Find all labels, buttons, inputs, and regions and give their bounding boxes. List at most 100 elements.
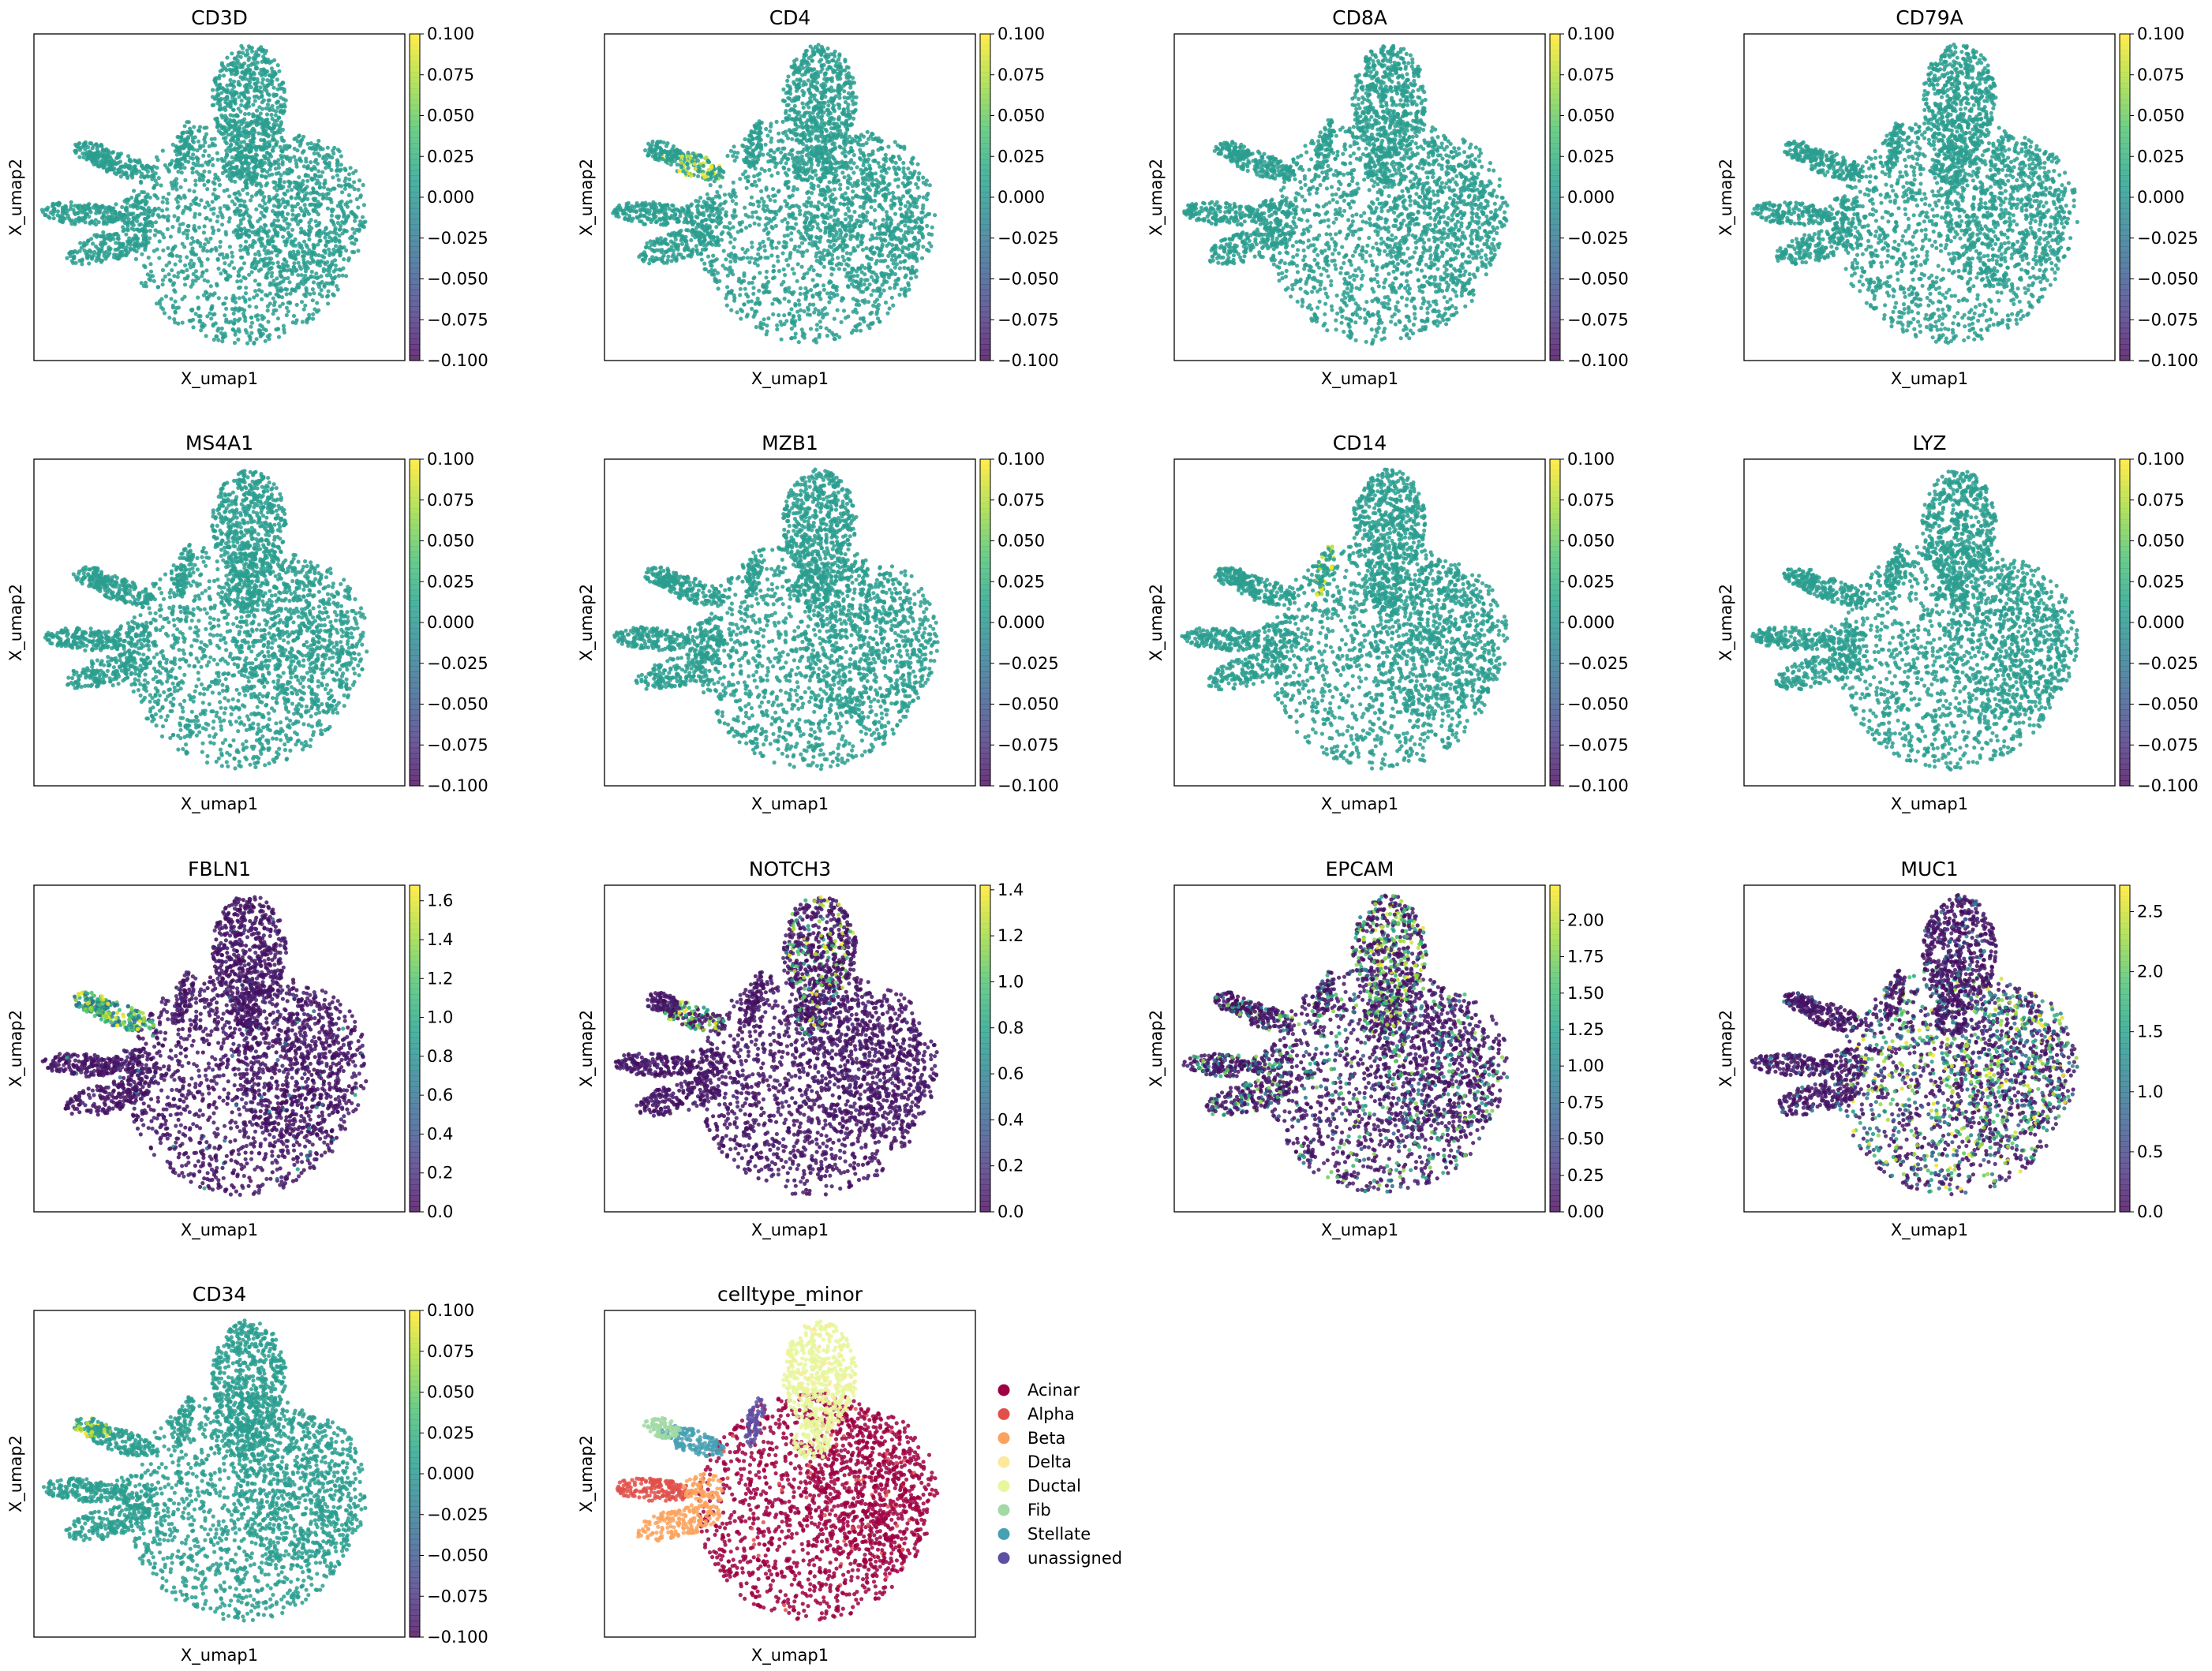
panel-cd79a: CD79AX_umap1X_umap2−0.100−0.075−0.050−0.… bbox=[1716, 6, 2199, 389]
colorbar-tick-label: −0.100 bbox=[1567, 776, 1629, 795]
colorbar: −0.100−0.075−0.050−0.0250.0000.0250.0500… bbox=[2120, 450, 2199, 795]
colorbar-tick-label: 0.075 bbox=[1567, 65, 1615, 84]
x-axis-label: X_umap1 bbox=[751, 794, 829, 814]
colorbar-tick-label: −0.075 bbox=[997, 735, 1059, 754]
colorbar-tick-label: −0.075 bbox=[1567, 310, 1629, 329]
colorbar-tick-label: 2.00 bbox=[1567, 910, 1604, 929]
colorbar-tick-label: 0.050 bbox=[997, 532, 1045, 551]
panel-title: EPCAM bbox=[1326, 858, 1394, 880]
legend-label: Ductal bbox=[1027, 1477, 1081, 1496]
colorbar-tick-label: −0.100 bbox=[2137, 776, 2199, 795]
panel-title: celltype_minor bbox=[717, 1283, 863, 1306]
colorbar-tick-label: 0.100 bbox=[427, 1301, 474, 1320]
colorbar: 0.00.20.40.60.81.01.21.4 bbox=[980, 880, 1024, 1221]
panel-mzb1: MZB1X_umap1X_umap2−0.100−0.075−0.050−0.0… bbox=[577, 432, 1059, 814]
colorbar-tick-label: 0.050 bbox=[2137, 107, 2184, 125]
colorbar-tick-label: −0.075 bbox=[427, 1587, 488, 1606]
x-axis-label: X_umap1 bbox=[751, 369, 829, 389]
y-axis-label: X_umap2 bbox=[577, 1435, 597, 1512]
colorbar-tick-label: 2.5 bbox=[2137, 902, 2163, 921]
x-axis-label: X_umap1 bbox=[181, 794, 258, 814]
panel-title: FBLN1 bbox=[188, 858, 251, 880]
colorbar-tick-label: 0.000 bbox=[1567, 188, 1615, 207]
panel-ms4a1: MS4A1X_umap1X_umap2−0.100−0.075−0.050−0.… bbox=[6, 432, 488, 814]
colorbar-tick-label: 1.00 bbox=[1567, 1056, 1604, 1075]
legend-item: Beta bbox=[998, 1429, 1066, 1448]
panel-fbln1: FBLN1X_umap1X_umap20.00.20.40.60.81.01.2… bbox=[6, 858, 453, 1240]
legend-item: Fib bbox=[998, 1501, 1051, 1520]
colorbar-tick-label: 0.100 bbox=[997, 450, 1045, 469]
colorbar-tick-label: 1.75 bbox=[1567, 948, 1604, 966]
y-axis-label: X_umap2 bbox=[577, 584, 597, 661]
colorbar-tick-label: 1.50 bbox=[1567, 984, 1604, 1003]
panel-title: MUC1 bbox=[1900, 858, 1958, 880]
panel-lyz: LYZX_umap1X_umap2−0.100−0.075−0.050−0.02… bbox=[1716, 432, 2199, 814]
colorbar-tick-label: −0.050 bbox=[997, 695, 1059, 714]
colorbar-tick-label: 1.2 bbox=[997, 926, 1024, 945]
x-axis-label: X_umap1 bbox=[181, 1221, 258, 1240]
panel-title: MS4A1 bbox=[185, 432, 253, 454]
x-axis-label: X_umap1 bbox=[1891, 794, 1968, 814]
colorbar-tick-label: 0.5 bbox=[2137, 1142, 2163, 1161]
colorbar-tick-label: 0.075 bbox=[1567, 491, 1615, 510]
colorbar-tick-label: −0.100 bbox=[427, 776, 488, 795]
colorbar-tick-label: −0.025 bbox=[2137, 229, 2199, 248]
colorbar-tick-label: −0.100 bbox=[997, 776, 1059, 795]
colorbar-tick-label: 0.100 bbox=[2137, 450, 2184, 469]
colorbar-tick-label: 0.100 bbox=[2137, 24, 2184, 43]
colorbar: 0.00.51.01.52.02.5 bbox=[2120, 885, 2163, 1221]
colorbar-tick-label: −0.025 bbox=[2137, 654, 2199, 673]
x-axis-label: X_umap1 bbox=[1321, 1221, 1398, 1240]
colorbar-tick-label: −0.025 bbox=[1567, 654, 1629, 673]
colorbar: −0.100−0.075−0.050−0.0250.0000.0250.0500… bbox=[2120, 24, 2199, 370]
colorbar-tick-label: 0.000 bbox=[427, 1464, 474, 1483]
colorbar-tick-label: −0.050 bbox=[2137, 270, 2199, 289]
y-axis-label: X_umap2 bbox=[1147, 584, 1166, 661]
colorbar-tick-label: 0.075 bbox=[427, 491, 474, 510]
x-axis-label: X_umap1 bbox=[751, 1221, 829, 1240]
colorbar-tick-label: 0.100 bbox=[997, 24, 1045, 43]
colorbar-tick-label: 0.0 bbox=[997, 1202, 1024, 1221]
colorbar-tick-label: −0.025 bbox=[427, 654, 488, 673]
colorbar-tick-label: 0.000 bbox=[427, 613, 474, 632]
colorbar-tick-label: 0.6 bbox=[997, 1064, 1024, 1083]
colorbar-tick-label: −0.100 bbox=[427, 1628, 488, 1647]
colorbar-tick-label: −0.075 bbox=[2137, 310, 2199, 329]
colorbar-tick-label: 0.4 bbox=[997, 1110, 1024, 1129]
colorbar-tick-label: −0.075 bbox=[2137, 735, 2199, 754]
panel-title: NOTCH3 bbox=[749, 858, 831, 880]
legend-item: Alpha bbox=[998, 1404, 1075, 1423]
panel-title: LYZ bbox=[1912, 432, 1946, 454]
y-axis-label: X_umap2 bbox=[6, 1435, 26, 1512]
x-axis-label: X_umap1 bbox=[1321, 794, 1398, 814]
colorbar-tick-label: 0.6 bbox=[427, 1086, 453, 1105]
colorbar-tick-label: 1.2 bbox=[427, 969, 453, 988]
colorbar-tick-label: −0.100 bbox=[427, 351, 488, 370]
colorbar-tick-label: 0.25 bbox=[1567, 1166, 1604, 1185]
colorbar-tick-label: 0.075 bbox=[2137, 491, 2184, 510]
colorbar-tick-label: −0.050 bbox=[2137, 695, 2199, 714]
y-axis-label: X_umap2 bbox=[1147, 159, 1166, 236]
colorbar: −0.100−0.075−0.050−0.0250.0000.0250.0500… bbox=[1550, 450, 1629, 795]
x-axis-label: X_umap1 bbox=[181, 369, 258, 389]
colorbar-tick-label: 0.050 bbox=[1567, 532, 1615, 551]
colorbar-tick-label: 0.000 bbox=[2137, 188, 2184, 207]
legend-marker bbox=[998, 1456, 1010, 1468]
panel-cd3d: CD3DX_umap1X_umap2−0.100−0.075−0.050−0.0… bbox=[6, 6, 488, 389]
colorbar-tick-label: 0.050 bbox=[2137, 532, 2184, 551]
panel-cd4: CD4X_umap1X_umap2−0.100−0.075−0.050−0.02… bbox=[577, 6, 1059, 389]
colorbar: 0.00.20.40.60.81.01.21.41.6 bbox=[410, 885, 453, 1221]
colorbar-tick-label: 0.0 bbox=[427, 1202, 453, 1221]
legend-marker bbox=[998, 1528, 1010, 1540]
panel-notch3: NOTCH3X_umap1X_umap20.00.20.40.60.81.01.… bbox=[577, 858, 1024, 1240]
colorbar-tick-label: 0.025 bbox=[997, 572, 1045, 591]
panel-title: MZB1 bbox=[762, 432, 818, 454]
y-axis-label: X_umap2 bbox=[577, 1010, 597, 1087]
colorbar-tick-label: 0.4 bbox=[427, 1124, 453, 1143]
y-axis-label: X_umap2 bbox=[577, 159, 597, 236]
colorbar-tick-label: −0.025 bbox=[1567, 229, 1629, 248]
colorbar-tick-label: 0.025 bbox=[997, 147, 1045, 166]
x-axis-label: X_umap1 bbox=[1891, 1221, 1968, 1240]
legend: AcinarAlphaBetaDeltaDuctalFibStellateuna… bbox=[998, 1381, 1123, 1568]
